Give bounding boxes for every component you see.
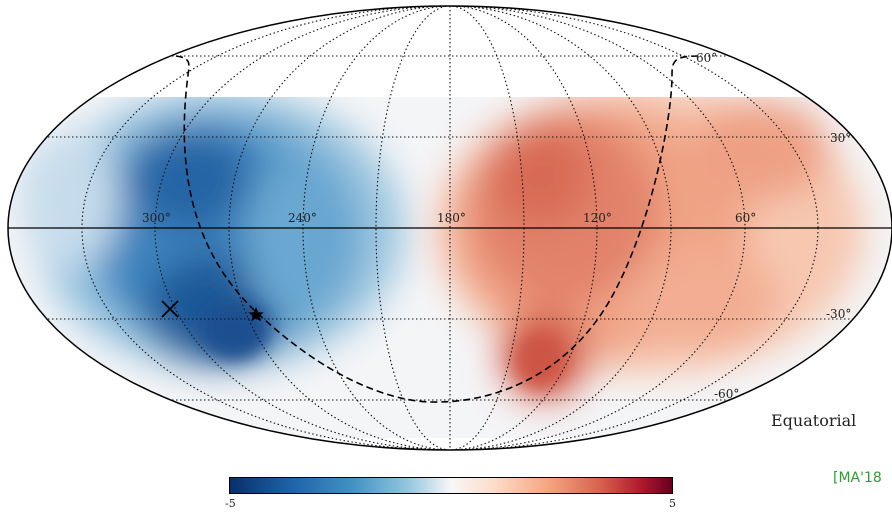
lat-label-minus60: -60° <box>714 387 739 401</box>
lon-label-240: 240° <box>288 211 317 225</box>
lat-label-minus30: -30° <box>826 307 851 321</box>
star-marker <box>248 307 264 322</box>
map-outline <box>7 5 892 451</box>
lon-label-120: 120° <box>583 211 612 225</box>
lon-label-60: 60° <box>735 211 756 225</box>
credit-label: [MA'18 <box>833 470 882 486</box>
lon-label-300: 300° <box>142 211 171 225</box>
x-cross-marker <box>161 300 179 318</box>
coordinate-frame-label: Equatorial <box>771 411 857 430</box>
colorbar-max-label: 5 <box>669 497 676 510</box>
colorbar <box>229 477 673 494</box>
lat-label-60: 60° <box>696 51 717 65</box>
colorbar-min-label: -5 <box>225 497 236 510</box>
lon-label-180: 180° <box>437 211 466 225</box>
lat-label-30: 30° <box>830 131 851 145</box>
